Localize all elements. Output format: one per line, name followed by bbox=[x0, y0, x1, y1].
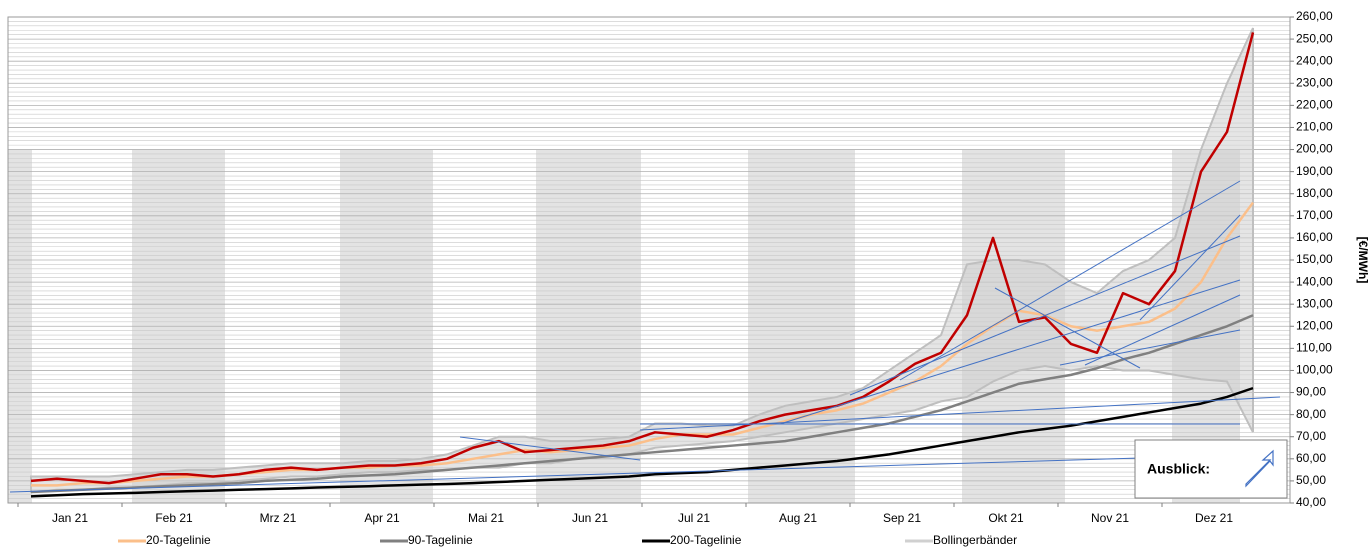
series-line bbox=[30, 32, 1255, 485]
x-tick-label: Jan 21 bbox=[52, 511, 88, 525]
trend-line bbox=[459, 436, 641, 461]
y-tick-label: 150,00 bbox=[1296, 252, 1333, 266]
annotation-box: Ausblick: bbox=[1134, 439, 1288, 499]
trend-line bbox=[779, 279, 1241, 425]
trend-line bbox=[9, 454, 1241, 493]
annotation: Ausblick: bbox=[1147, 461, 1210, 477]
legend-label: 200-Tagelinie bbox=[670, 533, 742, 547]
y-tick-label: 70,00 bbox=[1296, 429, 1326, 443]
y-tick-label: 220,00 bbox=[1296, 98, 1333, 112]
legend-label: Bollingerbänder bbox=[933, 533, 1017, 547]
arrow-icon bbox=[1245, 449, 1274, 488]
x-tick-label: Feb 21 bbox=[155, 511, 193, 525]
y-tick-label: 180,00 bbox=[1296, 186, 1333, 200]
y-tick-label: 90,00 bbox=[1296, 385, 1326, 399]
y-tick-label: 170,00 bbox=[1296, 208, 1333, 222]
trend-line bbox=[1139, 214, 1241, 321]
trend-line bbox=[899, 180, 1241, 381]
y-tick-label: 80,00 bbox=[1296, 407, 1326, 421]
y-tick-label: 60,00 bbox=[1296, 451, 1326, 465]
series bbox=[30, 27, 1255, 498]
y-tick-label: 120,00 bbox=[1296, 318, 1333, 332]
trend-lines bbox=[9, 180, 1281, 493]
trend-line bbox=[639, 396, 1281, 431]
y-tick-label: 250,00 bbox=[1296, 31, 1333, 45]
x-tick-label: Jul 21 bbox=[678, 511, 710, 525]
y-tick-label: 240,00 bbox=[1296, 53, 1333, 67]
y-tick-label: 130,00 bbox=[1296, 296, 1333, 310]
x-tick-label: Sep 21 bbox=[883, 511, 921, 525]
y-tick-label: 160,00 bbox=[1296, 230, 1333, 244]
y-tick-label: 40,00 bbox=[1296, 495, 1326, 509]
x-tick-label: Mai 21 bbox=[468, 511, 504, 525]
y-tick-label: 140,00 bbox=[1296, 274, 1333, 288]
x-tick-label: Mrz 21 bbox=[260, 511, 297, 525]
y-tick-label: 200,00 bbox=[1296, 142, 1333, 156]
trend-line bbox=[994, 287, 1141, 369]
y-tick-label: 210,00 bbox=[1296, 120, 1333, 134]
x-tick-label: Aug 21 bbox=[779, 511, 817, 525]
legend-label: 90-Tagelinie bbox=[408, 533, 473, 547]
x-tick-label: Jun 21 bbox=[572, 511, 608, 525]
series-line bbox=[30, 314, 1254, 494]
series-line bbox=[30, 386, 1254, 498]
y-tick-label: 230,00 bbox=[1296, 75, 1333, 89]
y-tick-label: 110,00 bbox=[1296, 341, 1332, 355]
legend-label: 20-Tagelinie bbox=[146, 533, 211, 547]
y-tick-label: 260,00 bbox=[1296, 9, 1333, 23]
y-tick-label: 190,00 bbox=[1296, 164, 1333, 178]
y-tick-label: 50,00 bbox=[1296, 473, 1326, 487]
bollinger-band bbox=[30, 27, 1254, 494]
y-axis-title: [€/MWh] bbox=[1356, 237, 1370, 284]
y-tick-label: 100,00 bbox=[1296, 363, 1333, 377]
x-tick-label: Nov 21 bbox=[1091, 511, 1129, 525]
trend-line bbox=[1084, 294, 1241, 366]
grid bbox=[8, 16, 1290, 504]
trend-line bbox=[1059, 329, 1241, 366]
x-tick-label: Okt 21 bbox=[988, 511, 1024, 525]
x-tick-label: Dez 21 bbox=[1195, 511, 1233, 525]
x-tick-label: Apr 21 bbox=[364, 511, 400, 525]
